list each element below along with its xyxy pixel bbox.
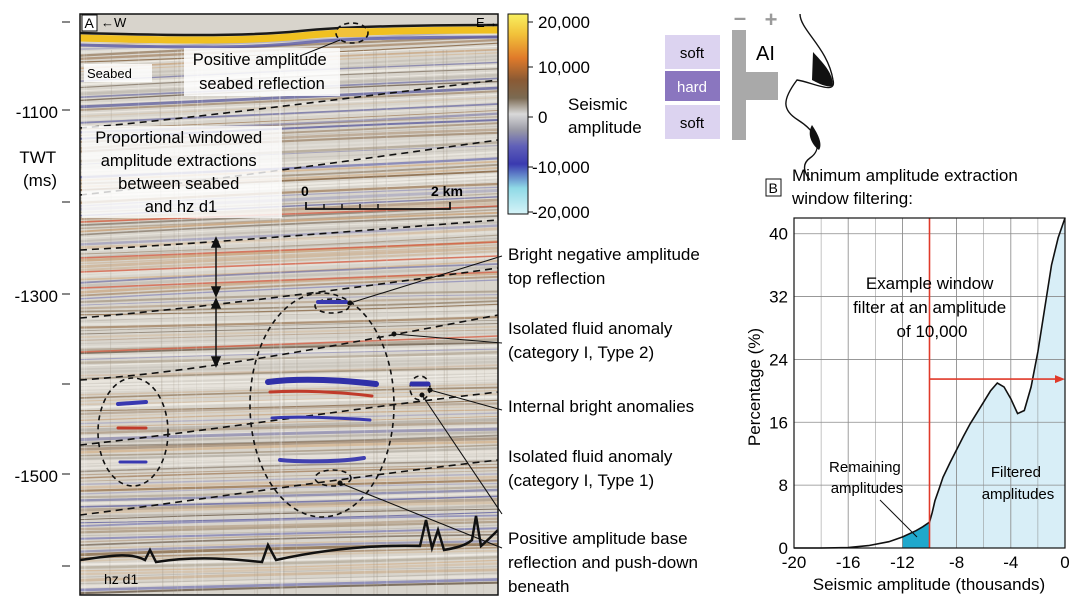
chart-y-label: Percentage (%) xyxy=(745,328,764,446)
seabed-reflection-annotation: Positive amplitude seabed reflection xyxy=(193,51,332,93)
bright-anomalies xyxy=(116,300,431,464)
panel-a-label-box xyxy=(81,14,98,32)
y-tick-label: 32 xyxy=(769,288,788,307)
x-tick-label: -12 xyxy=(890,553,915,572)
soft-layer-top-label: soft xyxy=(680,45,705,62)
twt-tick-1100: -1100 xyxy=(16,103,58,122)
scale-bar-end: 2 km xyxy=(431,183,463,199)
y-tick-label: 16 xyxy=(769,413,788,432)
window-annotation-bg xyxy=(82,126,282,218)
hard-layer xyxy=(665,71,720,101)
scale-bar-start: 0 xyxy=(301,183,309,199)
callout-fluid-type2: Isolated fluid anomaly (category I, Type… xyxy=(508,319,677,362)
horizon-hz-d1 xyxy=(80,515,498,564)
colorbar-tick-10000: 10,000 xyxy=(538,58,590,77)
y-tick-label: 40 xyxy=(769,225,788,244)
y-tick-label: 0 xyxy=(779,539,788,558)
twt-tick-1500: -1500 xyxy=(15,467,58,486)
colorbar-title: Seismic amplitude xyxy=(568,95,642,137)
seismic-noise xyxy=(83,49,486,595)
top-reflection-ellipse xyxy=(314,298,350,314)
window-arrows xyxy=(210,236,222,368)
seabed-annotation-bg xyxy=(184,48,340,96)
ai-diagram: soft hard soft – + AI xyxy=(665,5,834,181)
callout-internal-bright: Internal bright anomalies xyxy=(508,397,694,416)
filter-arrow xyxy=(929,375,1065,384)
remaining-amplitudes-area xyxy=(902,522,930,548)
example-filter-note: Example window filter at an amplitude of… xyxy=(853,274,1011,341)
seabed-label: Seabed xyxy=(87,66,132,81)
colorbar-tick-neg10000: -10,000 xyxy=(532,158,590,177)
panel-b-label-box xyxy=(765,178,782,197)
filter-arrow-head xyxy=(1055,375,1065,384)
chart-x-ticks: -20 -16 -12 -8 -4 0 xyxy=(782,553,1070,572)
chart-x-label: Seismic amplitude (thousands) xyxy=(813,575,1045,594)
ai-step-profile xyxy=(732,30,778,140)
base-reflection-ellipse xyxy=(314,469,352,487)
soft-layer-bottom-label: soft xyxy=(680,115,705,132)
x-tick-label: 0 xyxy=(1060,553,1069,572)
hard-layer-label: hard xyxy=(677,79,707,96)
colorbar-tick-20000: 20,000 xyxy=(538,13,590,32)
amplitude-colorbar: 20,000 10,000 0 -10,000 -20,000 Seismic … xyxy=(507,13,642,222)
seabed-anomaly-ellipse xyxy=(335,22,369,44)
filtered-amplitudes-label: Filtered amplitudes xyxy=(982,464,1055,503)
horizon-label: hz d1 xyxy=(104,571,138,587)
seabed-label-bg xyxy=(84,64,152,82)
twt-axis-title: TWT (ms) xyxy=(19,148,60,190)
colorbar-tick-0: 0 xyxy=(538,108,547,127)
chart-frame xyxy=(793,217,1066,549)
y-tick-label: 8 xyxy=(779,476,788,495)
distribution-curve xyxy=(794,217,1066,549)
callouts: Bright negative amplitude top reflection… xyxy=(337,245,705,596)
scale-bar: 0 2 km xyxy=(301,183,463,210)
twt-tick-1300: -1300 xyxy=(15,287,58,306)
fluid-anomaly-type2-ellipse xyxy=(249,292,395,518)
x-tick-label: -8 xyxy=(949,553,964,572)
west-label: ←W xyxy=(101,15,127,30)
x-tick-label: -20 xyxy=(782,553,807,572)
filtered-amplitudes-area xyxy=(929,218,1065,548)
wavelet xyxy=(785,13,834,181)
callout-leaders xyxy=(337,255,503,549)
panel-b-label: B xyxy=(769,180,778,196)
seabed-annotation-leader xyxy=(299,39,341,57)
colorbar-gradient xyxy=(507,13,529,215)
chart-y-ticks: 0 8 16 24 32 40 xyxy=(769,225,788,558)
east-label: E→ xyxy=(476,15,498,30)
x-tick-label: -16 xyxy=(836,553,861,572)
remaining-leader xyxy=(879,499,918,538)
fluid-anomaly-type1-ellipse xyxy=(97,377,169,487)
ai-label: AI xyxy=(756,43,775,65)
panel-b: B Minimum amplitude extraction window fi… xyxy=(745,166,1070,594)
callout-base-reflection: Positive amplitude base reflection and p… xyxy=(508,529,703,596)
y-tick-label: 24 xyxy=(769,350,788,369)
chart-fills xyxy=(902,218,1065,548)
remaining-amplitudes-label: Remaining amplitudes xyxy=(829,459,905,497)
seismic-frame xyxy=(79,13,499,596)
callout-top-reflection: Bright negative amplitude top reflection xyxy=(508,245,705,288)
soft-layer-bottom xyxy=(665,105,720,139)
callout-fluid-type1: Isolated fluid anomaly (category I, Type… xyxy=(508,447,677,490)
ai-minus-label: – xyxy=(734,5,746,30)
seismic-section xyxy=(79,13,499,596)
panel-b-title: Minimum amplitude extraction window filt… xyxy=(791,166,1023,208)
ai-plus-label: + xyxy=(765,7,778,32)
proportional-window-annotation: Proportional windowed amplitude extracti… xyxy=(95,129,267,216)
colorbar-tick-neg20000: -20,000 xyxy=(532,203,590,222)
wavelet-lobe-positive xyxy=(812,52,833,87)
panel-a-label: A xyxy=(85,15,95,31)
twt-axis: TWT (ms) -1100 -1300 -1500 xyxy=(15,21,70,567)
seabed-reflector xyxy=(80,23,498,49)
soft-layer-top xyxy=(665,35,720,69)
x-tick-label: -4 xyxy=(1003,553,1018,572)
